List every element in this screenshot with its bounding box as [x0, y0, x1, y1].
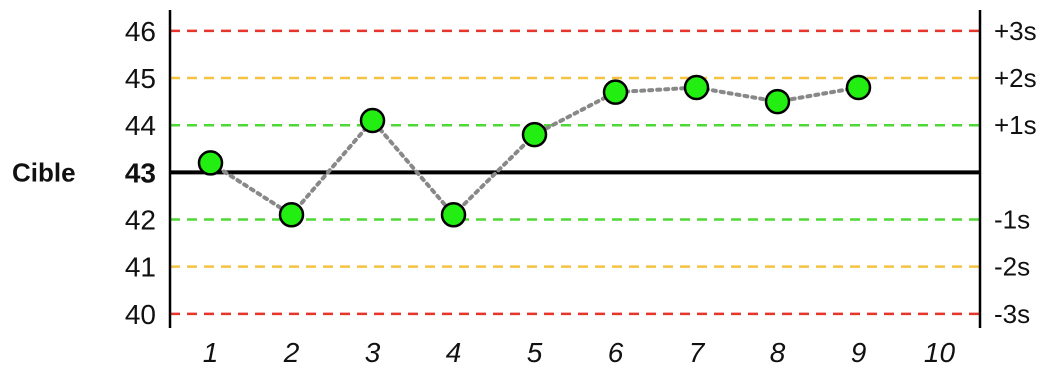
- y-tick-label: 43: [125, 157, 156, 188]
- x-tick-label: 4: [446, 337, 462, 367]
- sd-label: -2s: [994, 252, 1030, 282]
- control-lines: [170, 29, 980, 316]
- x-tick-label: 5: [527, 337, 543, 367]
- x-tick-label: 1: [203, 337, 219, 367]
- y-tick-label: 41: [125, 252, 156, 283]
- data-point-4: [440, 202, 467, 228]
- series-line-0: [208, 85, 861, 218]
- x-tick-label: 10: [924, 337, 956, 367]
- sd-label: +1s: [994, 110, 1037, 140]
- data-point-7: [683, 74, 710, 101]
- y-tick-label: 45: [125, 63, 156, 94]
- data-point-9: [845, 74, 872, 101]
- x-tick-label: 2: [283, 337, 300, 367]
- x-tick-labels: 1 2 3 4 5 6 7 8 9 10: [203, 337, 956, 367]
- x-tick-label: 6: [608, 337, 624, 367]
- data-point-8: [764, 88, 791, 115]
- y-tick-label: 44: [125, 110, 156, 141]
- data-point-2: [278, 202, 305, 228]
- x-tick-label: 7: [689, 337, 706, 367]
- data-point-5: [521, 121, 548, 148]
- sd-labels: +3s +2s +1s -1s -2s -3s: [994, 16, 1037, 329]
- target-label-group: Cible: [12, 157, 76, 187]
- sd-label: -3s: [994, 299, 1030, 329]
- y-tick-label: 40: [125, 299, 156, 330]
- data-point-1: [197, 150, 224, 176]
- y-tick-label: 46: [125, 16, 156, 47]
- x-tick-label: 8: [770, 337, 786, 367]
- y-tick-labels: 46 45 44 43 42 41 40: [125, 16, 156, 330]
- axes: [168, 10, 982, 328]
- sd-label: -1s: [994, 205, 1030, 235]
- sd-label: +3s: [994, 16, 1037, 46]
- data-point-6: [602, 79, 629, 105]
- y-tick-label: 42: [125, 205, 156, 236]
- x-tick-label: 3: [365, 337, 381, 367]
- data-point-3: [359, 107, 386, 134]
- data-series: [197, 74, 872, 228]
- x-tick-label: 9: [851, 337, 867, 367]
- target-label: Cible: [12, 157, 76, 187]
- sd-label: +2s: [994, 63, 1037, 93]
